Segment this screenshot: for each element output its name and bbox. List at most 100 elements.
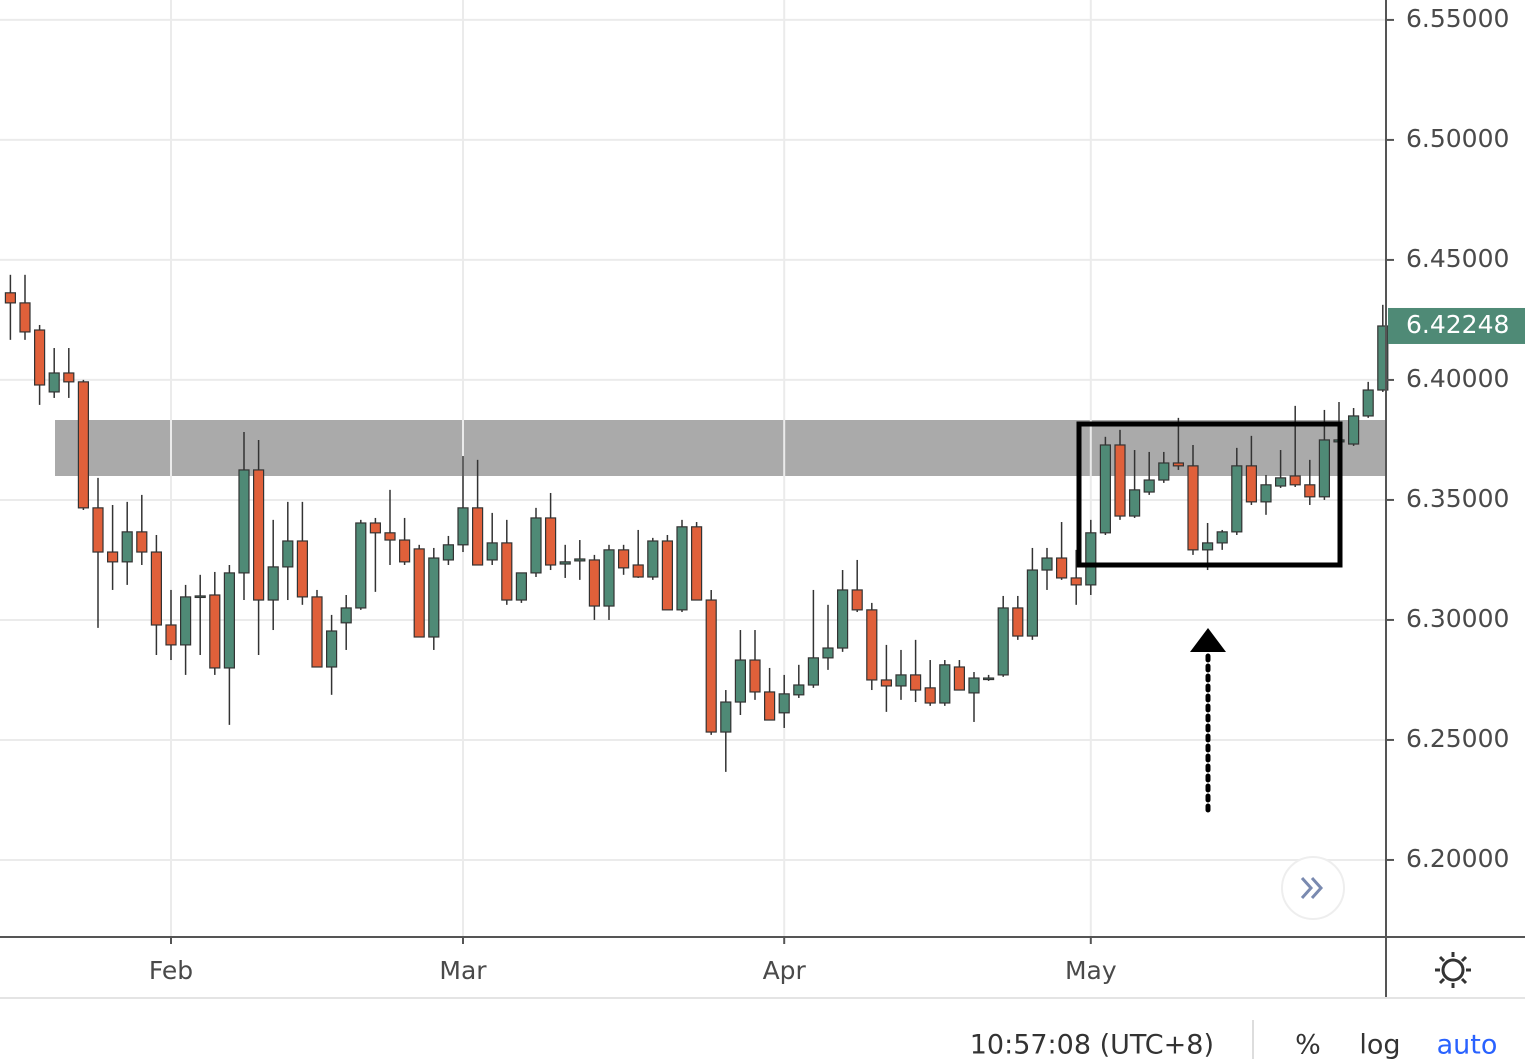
candle-body (1274, 477, 1287, 487)
arrow-head (1190, 628, 1226, 652)
candle-body (296, 540, 308, 598)
candle-body (544, 517, 557, 566)
candle-body (661, 540, 674, 611)
candle-body (311, 596, 323, 668)
candle-body (530, 517, 542, 574)
candle-body (982, 677, 995, 681)
candle-body (106, 551, 119, 563)
gear-teeth[interactable] (1435, 952, 1471, 988)
candles (4, 274, 1389, 772)
y-tick-label: 6.25000 (1406, 724, 1509, 753)
candle-body (617, 549, 630, 569)
auto-button[interactable]: auto (1437, 1030, 1498, 1059)
percent-button[interactable]: % (1295, 1030, 1321, 1059)
candle-body (763, 691, 776, 721)
candle-body (399, 539, 411, 563)
candle-body (1099, 444, 1112, 534)
candle-body (895, 674, 907, 687)
candle-body (253, 469, 265, 601)
candle-body (472, 507, 484, 566)
scroll-button[interactable] (1281, 856, 1345, 920)
last-price-tag (1388, 307, 1525, 344)
y-tick-label: 6.30000 (1406, 604, 1509, 633)
candle-body (1289, 475, 1301, 486)
scroll-icon[interactable] (1300, 876, 1324, 900)
candle-body (880, 679, 893, 687)
resistance-zone (55, 420, 1386, 476)
candle-body (121, 531, 133, 563)
candle-body (428, 557, 440, 638)
candle-body (1143, 479, 1155, 493)
candle-body (92, 507, 104, 553)
candle-body (1070, 577, 1082, 586)
candle-body (1318, 439, 1331, 498)
candle-body (924, 687, 936, 704)
candle-body (1026, 569, 1039, 637)
candle-body (676, 526, 688, 611)
candle-body (1128, 489, 1141, 517)
candle-body (1245, 465, 1258, 503)
candle-body (1216, 531, 1228, 544)
candle-body (384, 532, 396, 541)
candle-body (1114, 444, 1126, 517)
candle-body (486, 542, 498, 561)
candle-body (822, 647, 834, 659)
candle-body (778, 693, 790, 714)
gear-icon[interactable] (1441, 958, 1465, 982)
candle-body (150, 551, 162, 626)
candle-body (836, 589, 849, 649)
candle-body (194, 595, 206, 599)
candle-body (369, 522, 381, 534)
candle-body (340, 607, 352, 624)
candle-body (501, 542, 513, 601)
candle-body (690, 526, 703, 601)
candle-body (1201, 542, 1214, 551)
candle-body (4, 292, 17, 304)
candle-body (909, 674, 922, 691)
candle-body (33, 329, 46, 386)
log-button[interactable]: log (1359, 1030, 1400, 1059)
highlight-box (1076, 421, 1343, 568)
candle-body (48, 372, 60, 393)
candle-body (1231, 465, 1243, 533)
candle-body (326, 630, 338, 668)
last-price-label: 6.42248 (1406, 310, 1509, 339)
candle-body (1260, 484, 1272, 503)
candle-body (588, 559, 601, 607)
candle-body (180, 596, 192, 646)
candle-body (647, 540, 659, 578)
x-tick-label: May (1065, 956, 1117, 985)
candle-body (1012, 607, 1024, 637)
x-tick-label: Mar (439, 956, 487, 985)
x-tick-label: Feb (149, 956, 193, 985)
candle-body (793, 684, 805, 696)
candle-body (1304, 484, 1316, 498)
y-tick-label: 6.20000 (1406, 844, 1509, 873)
candle-body (136, 531, 148, 553)
candle-body (413, 548, 425, 638)
candle-body (1187, 465, 1199, 551)
candle-body (1041, 557, 1053, 571)
settings-button[interactable] (1435, 952, 1471, 988)
candle-body (165, 624, 177, 646)
candle-body (238, 469, 250, 574)
candle-body (209, 594, 221, 669)
candle-body (953, 666, 966, 691)
candle-body (559, 561, 571, 565)
candle-body (1158, 462, 1170, 481)
y-tick-label: 6.40000 (1406, 364, 1509, 393)
candle-body (457, 507, 469, 546)
candle-body (705, 599, 717, 733)
y-tick-label: 6.50000 (1406, 124, 1509, 153)
candle-body (1172, 462, 1185, 467)
candle-body (851, 589, 863, 611)
candle-body (19, 302, 31, 333)
candle-body (1377, 325, 1389, 391)
candle-body (442, 544, 454, 561)
candle-body (1085, 532, 1097, 586)
candle-body (1055, 557, 1068, 579)
candle-body (939, 664, 951, 704)
y-tick-label: 6.55000 (1406, 4, 1509, 33)
clock: 10:57:08 (UTC+8) (970, 1030, 1214, 1059)
